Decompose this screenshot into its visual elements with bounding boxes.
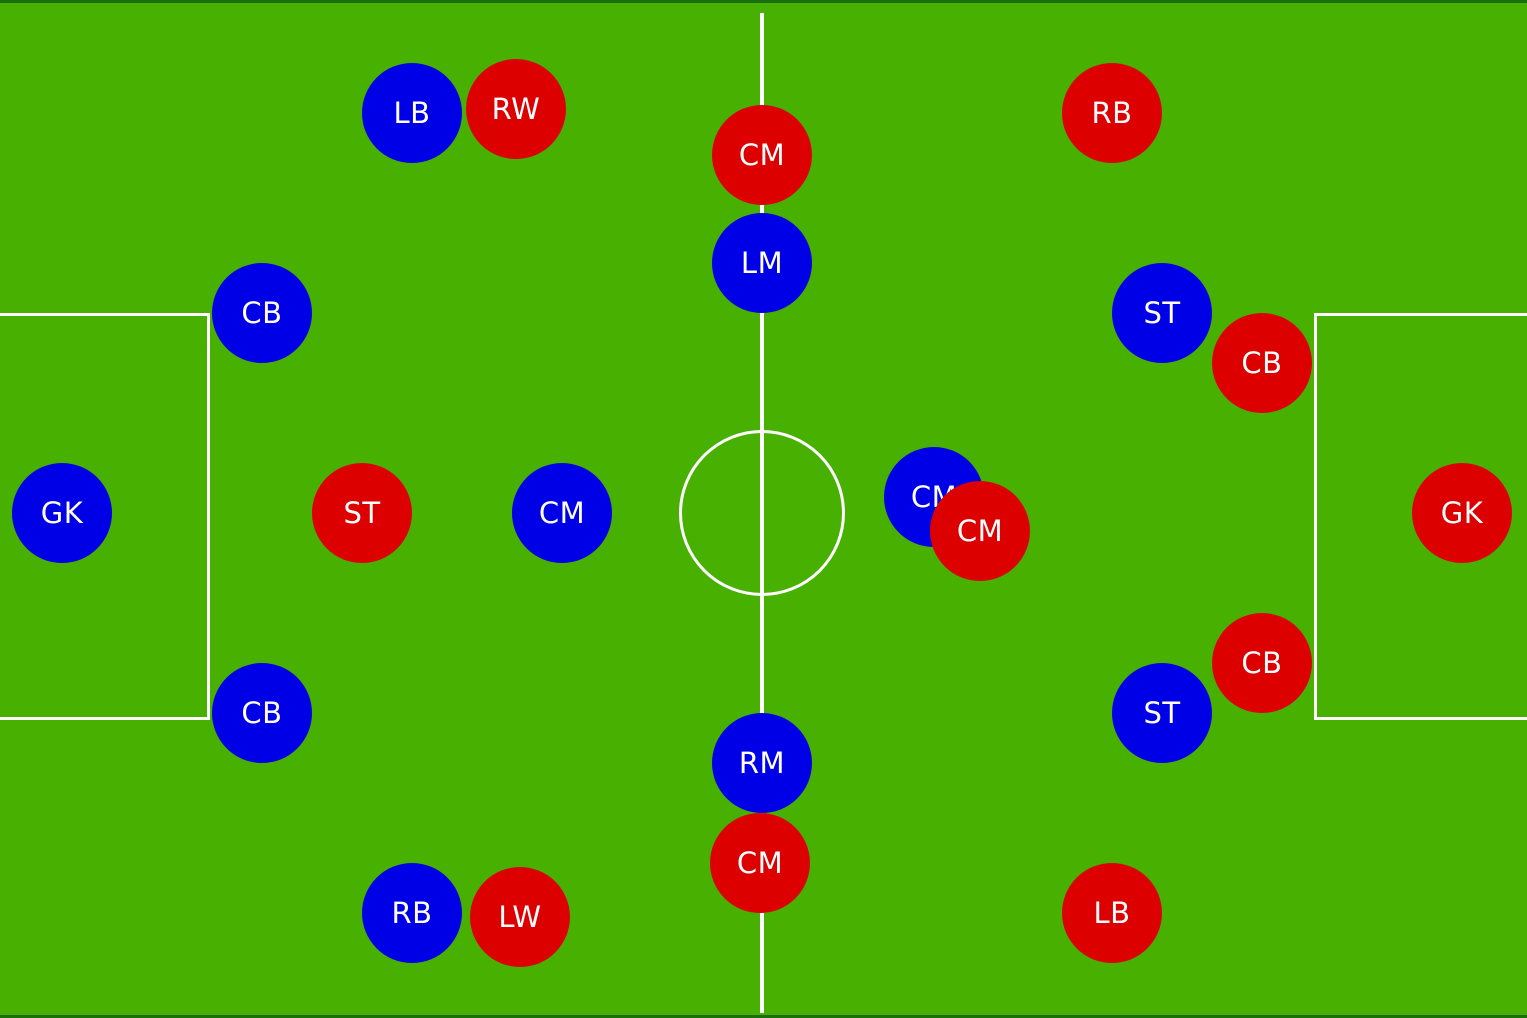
red-player-cb[interactable]: CB: [1212, 313, 1312, 413]
blue-player-gk[interactable]: GK: [12, 463, 112, 563]
blue-player-cb[interactable]: CB: [212, 263, 312, 363]
blue-player-lm[interactable]: LM: [712, 213, 812, 313]
blue-player-cm[interactable]: CM: [512, 463, 612, 563]
red-player-cm[interactable]: CM: [710, 813, 810, 913]
red-player-cm[interactable]: CM: [712, 105, 812, 205]
red-player-lw[interactable]: LW: [470, 867, 570, 967]
red-player-cm[interactable]: CM: [930, 481, 1030, 581]
red-player-gk[interactable]: GK: [1412, 463, 1512, 563]
red-player-st[interactable]: ST: [312, 463, 412, 563]
blue-player-rb[interactable]: RB: [362, 863, 462, 963]
left-penalty-box: [0, 313, 210, 720]
red-player-rw[interactable]: RW: [466, 59, 566, 159]
red-player-rb[interactable]: RB: [1062, 63, 1162, 163]
blue-player-cb[interactable]: CB: [212, 663, 312, 763]
blue-player-st[interactable]: ST: [1112, 663, 1212, 763]
blue-player-st[interactable]: ST: [1112, 263, 1212, 363]
blue-player-rm[interactable]: RM: [712, 713, 812, 813]
red-player-lb[interactable]: LB: [1062, 863, 1162, 963]
red-player-cb[interactable]: CB: [1212, 613, 1312, 713]
center-circle: [679, 430, 845, 596]
blue-player-lb[interactable]: LB: [362, 63, 462, 163]
right-penalty-box: [1314, 313, 1527, 720]
